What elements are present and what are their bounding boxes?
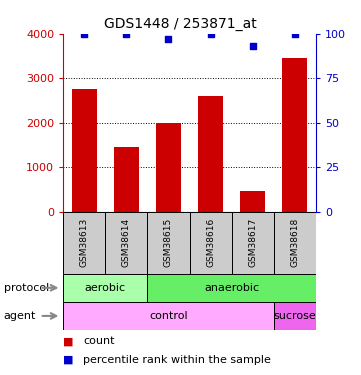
Text: GSM38614: GSM38614	[122, 218, 131, 267]
Bar	[114, 147, 139, 212]
Text: GSM38617: GSM38617	[248, 218, 257, 267]
Bar	[63, 212, 105, 274]
Bar	[156, 123, 181, 212]
Bar	[190, 212, 232, 274]
Text: aerobic: aerobic	[85, 283, 126, 293]
Point	[208, 31, 213, 37]
Text: GSM38618: GSM38618	[290, 218, 299, 267]
Bar	[274, 212, 316, 274]
Text: GSM38615: GSM38615	[164, 218, 173, 267]
Point	[292, 31, 298, 37]
Text: agent: agent	[4, 311, 36, 321]
Bar	[63, 274, 147, 302]
Bar	[198, 96, 223, 212]
Text: GSM38616: GSM38616	[206, 218, 215, 267]
Bar	[147, 212, 190, 274]
Point	[81, 31, 87, 37]
Bar	[240, 191, 265, 212]
Text: percentile rank within the sample: percentile rank within the sample	[83, 355, 271, 365]
Text: GDS1448 / 253871_at: GDS1448 / 253871_at	[104, 17, 257, 32]
Text: control: control	[149, 311, 188, 321]
Text: protocol: protocol	[4, 283, 49, 293]
Bar	[147, 274, 316, 302]
Bar	[105, 212, 147, 274]
Bar	[282, 58, 308, 212]
Bar	[274, 302, 316, 330]
Text: count: count	[83, 336, 114, 346]
Bar	[71, 89, 97, 212]
Bar	[232, 212, 274, 274]
Text: ■: ■	[63, 355, 74, 365]
Point	[123, 31, 129, 37]
Text: sucrose: sucrose	[273, 311, 316, 321]
Text: anaerobic: anaerobic	[204, 283, 259, 293]
Text: GSM38613: GSM38613	[80, 218, 89, 267]
Text: ■: ■	[63, 336, 74, 346]
Point	[250, 43, 256, 49]
Point	[166, 36, 171, 42]
Bar	[63, 302, 274, 330]
